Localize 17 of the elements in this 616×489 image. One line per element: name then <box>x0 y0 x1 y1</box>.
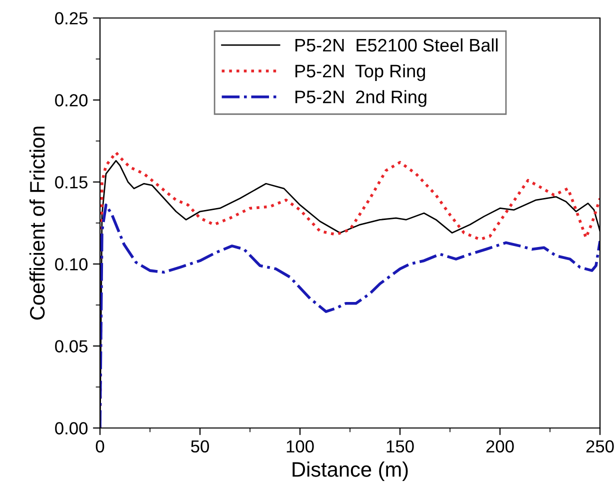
y-tick-label: 0.05 <box>55 340 88 352</box>
legend-label: P5-2N E52100 Steel Ball <box>295 38 498 52</box>
y-tick-label: 0.15 <box>55 176 88 188</box>
x-tick-label: 200 <box>486 440 514 453</box>
y-tick-label: 0.00 <box>55 422 88 434</box>
y-tick-label: 0.20 <box>55 94 88 106</box>
x-tick-label: 250 <box>586 440 614 453</box>
y-tick-label: 0.25 <box>55 12 88 24</box>
x-axis-title: Distance (m) <box>292 462 408 481</box>
legend-label: P5-2N 2nd Ring <box>295 90 426 107</box>
x-tick-label: 150 <box>386 440 414 453</box>
x-tick-label: 50 <box>191 440 209 453</box>
x-tick-label: 0 <box>96 440 104 453</box>
x-tick-label: 100 <box>286 440 314 453</box>
y-axis-title: Coefficient of Friction <box>29 126 45 320</box>
y-tick-label: 0.10 <box>55 258 88 270</box>
legend-label: P5-2N Top Ring <box>295 64 425 82</box>
